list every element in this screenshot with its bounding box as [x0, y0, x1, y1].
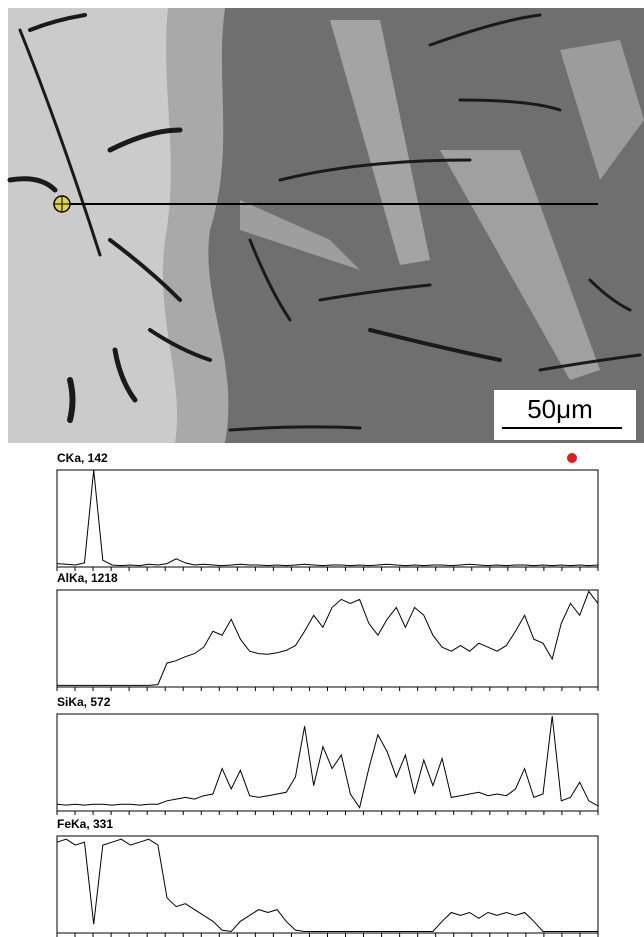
scale-bar-label: 50μm: [527, 394, 593, 424]
panel-title: FeKa, 331: [57, 817, 113, 831]
status-dot: [567, 453, 577, 463]
panel-title: AlKa, 1218: [57, 571, 118, 585]
panel-frame: [57, 714, 598, 811]
figure: 50μm CKa, 142 AlKa, 1218 SiKa, 572 FeKa, 33…: [0, 0, 644, 937]
panel-frame: [57, 470, 598, 567]
panel-title: SiKa, 572: [57, 695, 111, 709]
page: 50μm CKa, 142 AlKa, 1218 SiKa, 572 FeKa, 33…: [0, 0, 644, 937]
panel-frame: [57, 836, 598, 933]
panel-frame: [57, 590, 598, 687]
micrograph: 50μm: [8, 8, 644, 443]
panel-title: CKa, 142: [57, 451, 108, 465]
